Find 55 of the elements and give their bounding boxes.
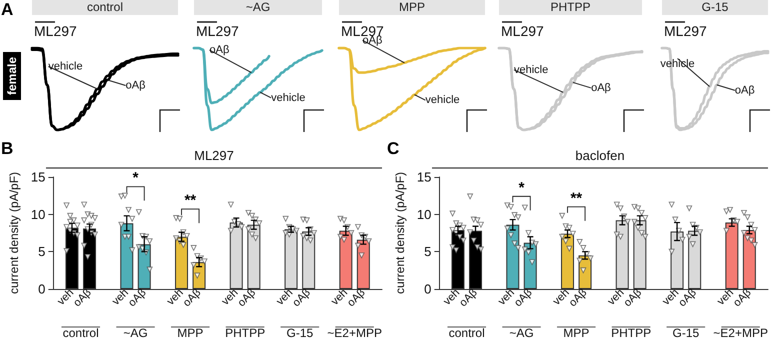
x-tick-label: ~AG xyxy=(509,326,534,339)
chart-title: ~AG xyxy=(246,0,270,14)
text: ML297 xyxy=(34,23,78,39)
series-label: vehicle xyxy=(425,94,460,106)
text: B xyxy=(1,139,14,158)
y-axis-title: current density (pA/pF) xyxy=(7,172,21,294)
annotation: * xyxy=(518,179,525,196)
y-tick-label: 0 xyxy=(424,282,432,296)
y-tick-label: 15 xyxy=(416,170,432,184)
x-tick-label: ~E2+MPP xyxy=(713,326,768,339)
x-tick-label: ~AG xyxy=(123,326,148,339)
text: veh xyxy=(110,286,131,308)
series-label: oAβ xyxy=(126,79,146,92)
x-tick-label: PHTPP xyxy=(225,326,266,339)
y-tick-label: 10 xyxy=(30,206,46,222)
text: A xyxy=(1,0,14,19)
y-tick-label: 10 xyxy=(416,206,432,222)
text: veh xyxy=(164,286,186,308)
x-tick-label: G-15 xyxy=(286,326,314,339)
series-label: vehicle xyxy=(514,64,548,76)
x-tick-label: MPP xyxy=(177,326,204,339)
text: ML297 xyxy=(501,23,544,39)
x-tick-label: G-15 xyxy=(672,326,700,339)
series-label: vehicle xyxy=(271,92,306,104)
text: female xyxy=(5,56,19,96)
chart-title: G-15 xyxy=(702,0,729,14)
chart-title: control xyxy=(86,0,124,14)
text: veh xyxy=(274,286,296,308)
annotation: ** xyxy=(184,192,196,210)
chart-title: ML297 xyxy=(194,148,234,163)
y-tick-label: 0 xyxy=(38,282,46,296)
chart-title: MPP xyxy=(398,0,426,14)
x-tick-label: control xyxy=(448,326,485,339)
text: veh xyxy=(660,286,682,308)
text: ML297 xyxy=(196,23,240,39)
y-axis-title: current density (pA/pF) xyxy=(393,172,407,294)
chart-title: baclofen xyxy=(575,148,625,163)
text: ML297 xyxy=(664,23,708,39)
x-tick-label: MPP xyxy=(563,326,590,339)
text: C xyxy=(387,139,400,158)
chart-title: PHTPP xyxy=(550,0,591,14)
series-label: oAβ xyxy=(209,44,230,56)
y-tick-label: 5 xyxy=(38,244,46,260)
annotation: ** xyxy=(570,190,582,207)
text: veh xyxy=(496,286,517,308)
series-label: oAβ xyxy=(591,82,611,94)
y-tick-label: 5 xyxy=(424,244,432,260)
y-tick-label: 15 xyxy=(30,170,46,184)
annotation: * xyxy=(132,170,139,187)
x-tick-label: PHTPP xyxy=(611,326,652,339)
series-label: vehicle xyxy=(48,60,83,72)
x-tick-label: control xyxy=(62,326,99,339)
x-tick-label: ~E2+MPP xyxy=(327,326,382,339)
series-label: oAβ xyxy=(734,84,755,96)
text: veh xyxy=(550,286,572,308)
